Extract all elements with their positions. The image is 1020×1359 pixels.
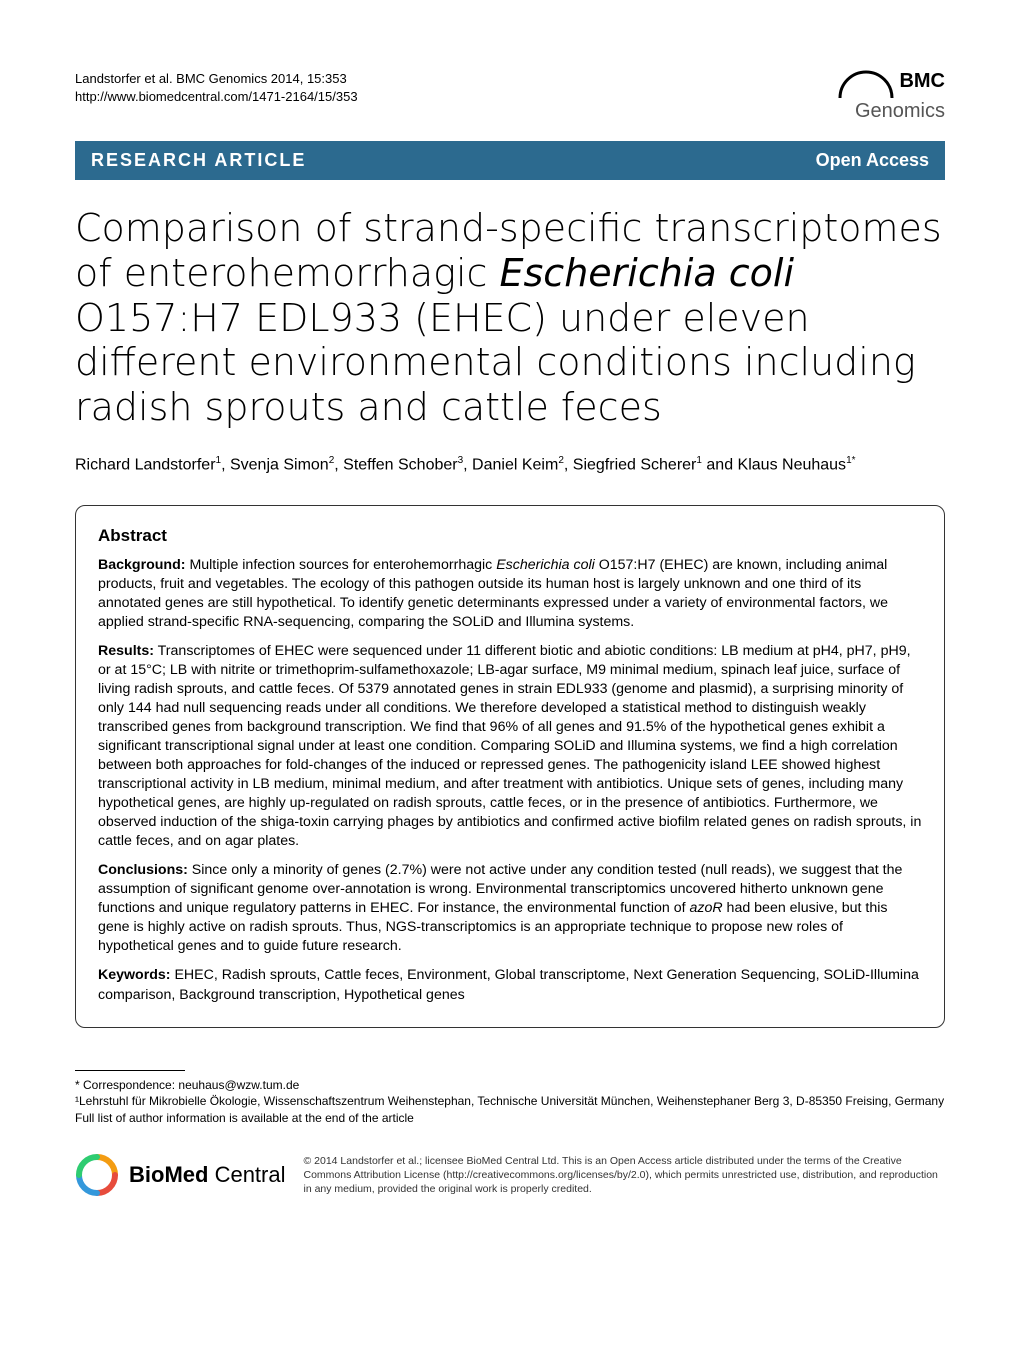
journal-logo: BMC Genomics xyxy=(838,70,945,123)
license-row: BioMed Central © 2014 Landstorfer et al.… xyxy=(75,1153,945,1197)
logo-bmc-text: BMC xyxy=(838,70,945,100)
affiliation-more: Full list of author information is avail… xyxy=(75,1110,945,1127)
abstract-keywords: Keywords: EHEC, Radish sprouts, Cattle f… xyxy=(98,966,922,1004)
article-type-banner: RESEARCH ARTICLE Open Access xyxy=(75,141,945,180)
license-text: © 2014 Landstorfer et al.; licensee BioM… xyxy=(304,1154,946,1197)
results-label: Results: xyxy=(98,643,154,659)
page-container: Landstorfer et al. BMC Genomics 2014, 15… xyxy=(0,0,1020,1237)
author-list: Richard Landstorfer1, Svenja Simon2, Ste… xyxy=(75,454,945,477)
header-row: Landstorfer et al. BMC Genomics 2014, 15… xyxy=(75,70,945,123)
abstract-conclusions: Conclusions: Since only a minority of ge… xyxy=(98,861,922,956)
title-part2: O157:H7 EDL933 (EHEC) under eleven diffe… xyxy=(75,296,916,430)
conclusions-text: Since only a minority of genes (2.7%) we… xyxy=(98,862,902,954)
abstract-background: Background: Multiple infection sources f… xyxy=(98,556,922,632)
abstract-heading: Abstract xyxy=(98,526,922,546)
correspondence-block: * Correspondence: neuhaus@wzw.tum.de ¹Le… xyxy=(75,1070,945,1127)
background-text: Multiple infection sources for enterohem… xyxy=(98,557,888,630)
keywords-label: Keywords: xyxy=(98,967,171,983)
logo-prefix: BMC xyxy=(899,70,945,92)
results-text: Transcriptomes of EHEC were sequenced un… xyxy=(98,643,921,849)
citation-line-2: http://www.biomedcentral.com/1471-2164/1… xyxy=(75,88,358,106)
citation-block: Landstorfer et al. BMC Genomics 2014, 15… xyxy=(75,70,358,106)
title-species: Escherichia coli xyxy=(500,251,795,295)
correspondence-line: * Correspondence: neuhaus@wzw.tum.de xyxy=(75,1077,945,1094)
biomed-central-text: BioMed Central xyxy=(129,1162,286,1188)
abstract-box: Abstract Background: Multiple infection … xyxy=(75,505,945,1028)
banner-open-access: Open Access xyxy=(816,150,929,171)
citation-line-1: Landstorfer et al. BMC Genomics 2014, 15… xyxy=(75,70,358,88)
article-title: Comparison of strand-specific transcript… xyxy=(75,206,945,430)
footer-rule xyxy=(75,1070,185,1071)
conclusions-label: Conclusions: xyxy=(98,862,188,878)
keywords-text: EHEC, Radish sprouts, Cattle feces, Envi… xyxy=(98,967,919,1002)
bmc-ring-icon xyxy=(75,1153,119,1197)
logo-genomics-text: Genomics xyxy=(838,100,945,123)
abstract-results: Results: Transcriptomes of EHEC were seq… xyxy=(98,642,922,851)
biomed-central-logo: BioMed Central xyxy=(75,1153,286,1197)
bmc-arc-icon xyxy=(838,70,894,100)
background-label: Background: xyxy=(98,557,186,573)
affiliation-1: ¹Lehrstuhl für Mikrobielle Ökologie, Wis… xyxy=(75,1093,945,1110)
banner-article-type: RESEARCH ARTICLE xyxy=(91,150,306,171)
